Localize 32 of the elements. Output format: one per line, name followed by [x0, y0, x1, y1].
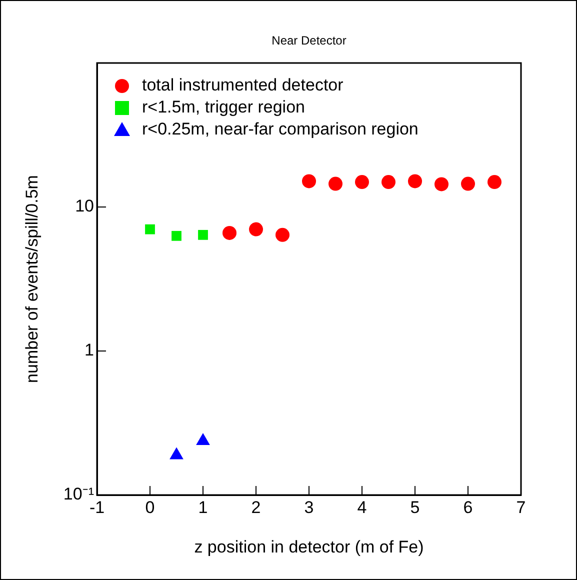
point — [382, 175, 396, 190]
x-tick-label: 3 — [304, 498, 314, 517]
point — [170, 447, 184, 460]
point — [434, 177, 448, 192]
x-tick-label: 5 — [410, 498, 420, 517]
point — [249, 222, 263, 236]
point — [461, 176, 475, 191]
point — [488, 175, 502, 190]
legend-label: total instrumented detector — [142, 76, 344, 95]
y-tick-label: 10 — [75, 196, 94, 216]
x-tick-label: 4 — [357, 498, 367, 517]
legend-label: r<0.25m, near-far comparison region — [142, 120, 418, 139]
point — [222, 226, 236, 240]
point — [145, 224, 155, 234]
chart-title: Near Detector — [272, 33, 346, 48]
point — [276, 228, 290, 242]
point — [408, 174, 422, 188]
y-tick-label: 1 — [84, 340, 94, 360]
x-axis-title: z position in detector (m of Fe) — [194, 538, 424, 557]
point — [198, 230, 208, 240]
point — [355, 175, 369, 190]
y-axis-title: number of events/spill/0.5m — [22, 175, 42, 383]
point — [196, 433, 210, 446]
point — [302, 174, 316, 188]
x-tick-label: 1 — [198, 498, 208, 517]
point — [328, 176, 342, 191]
x-tick-label: 7 — [516, 498, 526, 517]
x-tick-label: 2 — [251, 498, 261, 517]
point — [172, 230, 182, 241]
x-tick-label: 0 — [145, 498, 155, 517]
x-tick-label: 6 — [463, 498, 473, 517]
legend-label: r<1.5m, trigger region — [142, 98, 305, 117]
